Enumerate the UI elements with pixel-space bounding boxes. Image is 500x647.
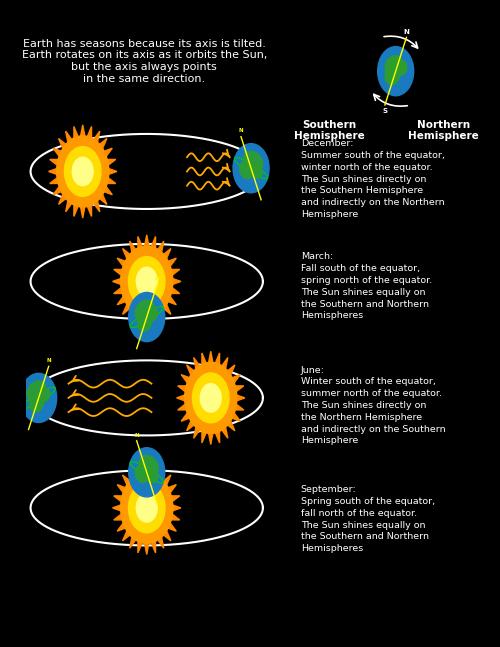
- Circle shape: [56, 136, 109, 207]
- Circle shape: [128, 448, 164, 497]
- Text: N: N: [46, 358, 51, 363]
- Text: June:
Winter south of the equator,
summer north of the equator.
The Sun shines d: June: Winter south of the equator, summe…: [301, 366, 446, 445]
- Text: N: N: [238, 128, 244, 133]
- Circle shape: [233, 144, 269, 193]
- Circle shape: [136, 267, 157, 296]
- Text: Southern
Hemisphere: Southern Hemisphere: [294, 120, 364, 141]
- Polygon shape: [146, 307, 158, 322]
- Polygon shape: [30, 395, 44, 412]
- Polygon shape: [140, 455, 158, 476]
- Polygon shape: [112, 461, 181, 554]
- Text: Earth has seasons because its axis is tilted.
Earth rotates on its axis as it or: Earth has seasons because its axis is ti…: [22, 39, 267, 83]
- Text: March:
Fall south of the equator,
spring north of the equator.
The Sun shines eq: March: Fall south of the equator, spring…: [301, 252, 432, 320]
- Text: Northern
Hemisphere: Northern Hemisphere: [408, 120, 478, 141]
- Circle shape: [64, 147, 101, 197]
- Circle shape: [128, 483, 165, 533]
- Circle shape: [136, 494, 157, 522]
- Polygon shape: [136, 465, 149, 483]
- Polygon shape: [250, 164, 262, 179]
- Text: December:
Summer south of the equator,
winter north of the equator.
The Sun shin: December: Summer south of the equator, w…: [301, 139, 444, 219]
- Polygon shape: [244, 151, 262, 171]
- Text: September:
Spring south of the equator,
fall north of the equator.
The Sun shine: September: Spring south of the equator, …: [301, 485, 435, 553]
- Polygon shape: [385, 67, 400, 85]
- Circle shape: [200, 384, 221, 412]
- Circle shape: [20, 373, 57, 422]
- Polygon shape: [146, 468, 158, 483]
- Polygon shape: [385, 56, 402, 76]
- Circle shape: [378, 47, 414, 96]
- Circle shape: [184, 362, 237, 433]
- Polygon shape: [38, 388, 50, 402]
- Circle shape: [120, 246, 173, 317]
- Polygon shape: [48, 125, 117, 218]
- Circle shape: [192, 373, 229, 423]
- Polygon shape: [112, 235, 181, 328]
- Polygon shape: [135, 300, 154, 320]
- Polygon shape: [240, 161, 254, 179]
- Circle shape: [128, 292, 164, 342]
- Text: N: N: [404, 28, 409, 35]
- Text: N: N: [134, 432, 139, 437]
- Circle shape: [72, 157, 93, 186]
- Polygon shape: [176, 351, 245, 444]
- Circle shape: [128, 257, 165, 307]
- Polygon shape: [138, 314, 151, 331]
- Polygon shape: [394, 61, 407, 76]
- Text: N: N: [154, 277, 159, 282]
- Text: S: S: [382, 107, 388, 114]
- Polygon shape: [27, 381, 46, 401]
- Circle shape: [120, 472, 173, 543]
